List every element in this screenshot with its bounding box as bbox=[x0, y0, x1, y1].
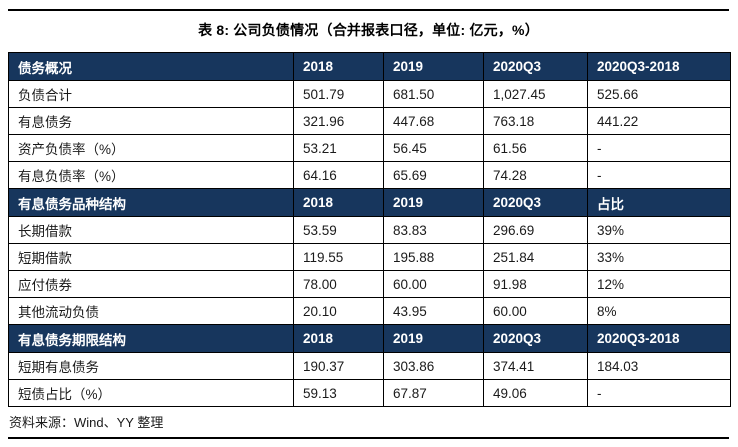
value-cell: 303.86 bbox=[383, 352, 484, 380]
section-header-row-debt-type-structure: 有息债务品种结构 2018 2019 2020Q3 占比 bbox=[8, 188, 731, 217]
row-label: 短期借款 bbox=[8, 243, 294, 271]
row-label: 长期借款 bbox=[8, 216, 294, 244]
table-title: 表 8: 公司负债情况（合并报表口径，单位: 亿元，%） bbox=[198, 22, 539, 38]
table-row: 资产负债率（%） 53.21 56.45 61.56 - bbox=[8, 134, 731, 162]
value-cell: 321.96 bbox=[293, 107, 384, 135]
value-cell: 119.55 bbox=[293, 243, 384, 271]
column-header-2019: 2019 bbox=[383, 52, 484, 81]
value-cell: 39% bbox=[587, 216, 731, 244]
table-row: 长期借款 53.59 83.83 296.69 39% bbox=[8, 216, 731, 244]
column-header-delta: 2020Q3-2018 bbox=[587, 52, 731, 81]
value-cell: 53.21 bbox=[293, 134, 384, 162]
value-cell: 681.50 bbox=[383, 80, 484, 108]
source-note: 资料来源：Wind、YY 整理 bbox=[9, 415, 164, 430]
section-title-cell: 债务概况 bbox=[8, 52, 294, 81]
table-row: 短债占比（%） 59.13 67.87 49.06 - bbox=[8, 379, 731, 407]
column-header-2020q3: 2020Q3 bbox=[483, 52, 588, 81]
table-row: 有息负债率（%） 64.16 65.69 74.28 - bbox=[8, 161, 731, 189]
value-cell: 64.16 bbox=[293, 161, 384, 189]
table-row: 短期借款 119.55 195.88 251.84 33% bbox=[8, 243, 731, 271]
bottom-divider-rule bbox=[8, 437, 729, 439]
column-header-delta: 2020Q3-2018 bbox=[587, 324, 731, 353]
value-cell: 195.88 bbox=[383, 243, 484, 271]
value-cell: 8% bbox=[587, 297, 731, 325]
value-cell: 91.98 bbox=[483, 270, 588, 298]
row-label: 短期有息债务 bbox=[8, 352, 294, 380]
table-row: 短期有息债务 190.37 303.86 374.41 184.03 bbox=[8, 352, 731, 380]
table-row: 负债合计 501.79 681.50 1,027.45 525.66 bbox=[8, 80, 731, 108]
section-header-row-debt-overview: 债务概况 2018 2019 2020Q3 2020Q3-2018 bbox=[8, 52, 731, 81]
column-header-2019: 2019 bbox=[383, 324, 484, 353]
value-cell: 296.69 bbox=[483, 216, 588, 244]
value-cell: 61.56 bbox=[483, 134, 588, 162]
row-label: 资产负债率（%） bbox=[8, 134, 294, 162]
table-row: 有息债务 321.96 447.68 763.18 441.22 bbox=[8, 107, 731, 135]
value-cell: 184.03 bbox=[587, 352, 731, 380]
value-cell: 78.00 bbox=[293, 270, 384, 298]
column-header-2020q3: 2020Q3 bbox=[483, 324, 588, 353]
column-header-2019: 2019 bbox=[383, 188, 484, 217]
value-cell: 49.06 bbox=[483, 379, 588, 407]
value-cell: 763.18 bbox=[483, 107, 588, 135]
section-title-cell: 有息债务品种结构 bbox=[8, 188, 294, 217]
value-cell: - bbox=[587, 134, 731, 162]
value-cell: - bbox=[587, 161, 731, 189]
value-cell: 60.00 bbox=[483, 297, 588, 325]
value-cell: 60.00 bbox=[383, 270, 484, 298]
column-header-2018: 2018 bbox=[293, 52, 384, 81]
row-label: 有息负债率（%） bbox=[8, 161, 294, 189]
table-row: 其他流动负债 20.10 43.95 60.00 8% bbox=[8, 297, 731, 325]
value-cell: 67.87 bbox=[383, 379, 484, 407]
column-header-2018: 2018 bbox=[293, 188, 384, 217]
value-cell: 12% bbox=[587, 270, 731, 298]
value-cell: 56.45 bbox=[383, 134, 484, 162]
value-cell: 53.59 bbox=[293, 216, 384, 244]
value-cell: 374.41 bbox=[483, 352, 588, 380]
value-cell: 1,027.45 bbox=[483, 80, 588, 108]
value-cell: 33% bbox=[587, 243, 731, 271]
value-cell: 251.84 bbox=[483, 243, 588, 271]
row-label: 有息债务 bbox=[8, 107, 294, 135]
value-cell: 43.95 bbox=[383, 297, 484, 325]
value-cell: 65.69 bbox=[383, 161, 484, 189]
debt-table: 债务概况 2018 2019 2020Q3 2020Q3-2018 负债合计 5… bbox=[8, 52, 731, 407]
value-cell: 59.13 bbox=[293, 379, 384, 407]
row-label: 短债占比（%） bbox=[8, 379, 294, 407]
value-cell: - bbox=[587, 379, 731, 407]
top-divider-rule bbox=[8, 9, 729, 11]
value-cell: 190.37 bbox=[293, 352, 384, 380]
row-label: 应付债券 bbox=[8, 270, 294, 298]
value-cell: 441.22 bbox=[587, 107, 731, 135]
value-cell: 447.68 bbox=[383, 107, 484, 135]
row-label: 其他流动负债 bbox=[8, 297, 294, 325]
value-cell: 20.10 bbox=[293, 297, 384, 325]
row-label: 负债合计 bbox=[8, 80, 294, 108]
section-header-row-debt-maturity-structure: 有息债务期限结构 2018 2019 2020Q3 2020Q3-2018 bbox=[8, 324, 731, 353]
table-row: 应付债券 78.00 60.00 91.98 12% bbox=[8, 270, 731, 298]
column-header-share: 占比 bbox=[587, 188, 731, 217]
value-cell: 525.66 bbox=[587, 80, 731, 108]
value-cell: 83.83 bbox=[383, 216, 484, 244]
value-cell: 74.28 bbox=[483, 161, 588, 189]
column-header-2020q3: 2020Q3 bbox=[483, 188, 588, 217]
value-cell: 501.79 bbox=[293, 80, 384, 108]
column-header-2018: 2018 bbox=[293, 324, 384, 353]
section-title-cell: 有息债务期限结构 bbox=[8, 324, 294, 353]
